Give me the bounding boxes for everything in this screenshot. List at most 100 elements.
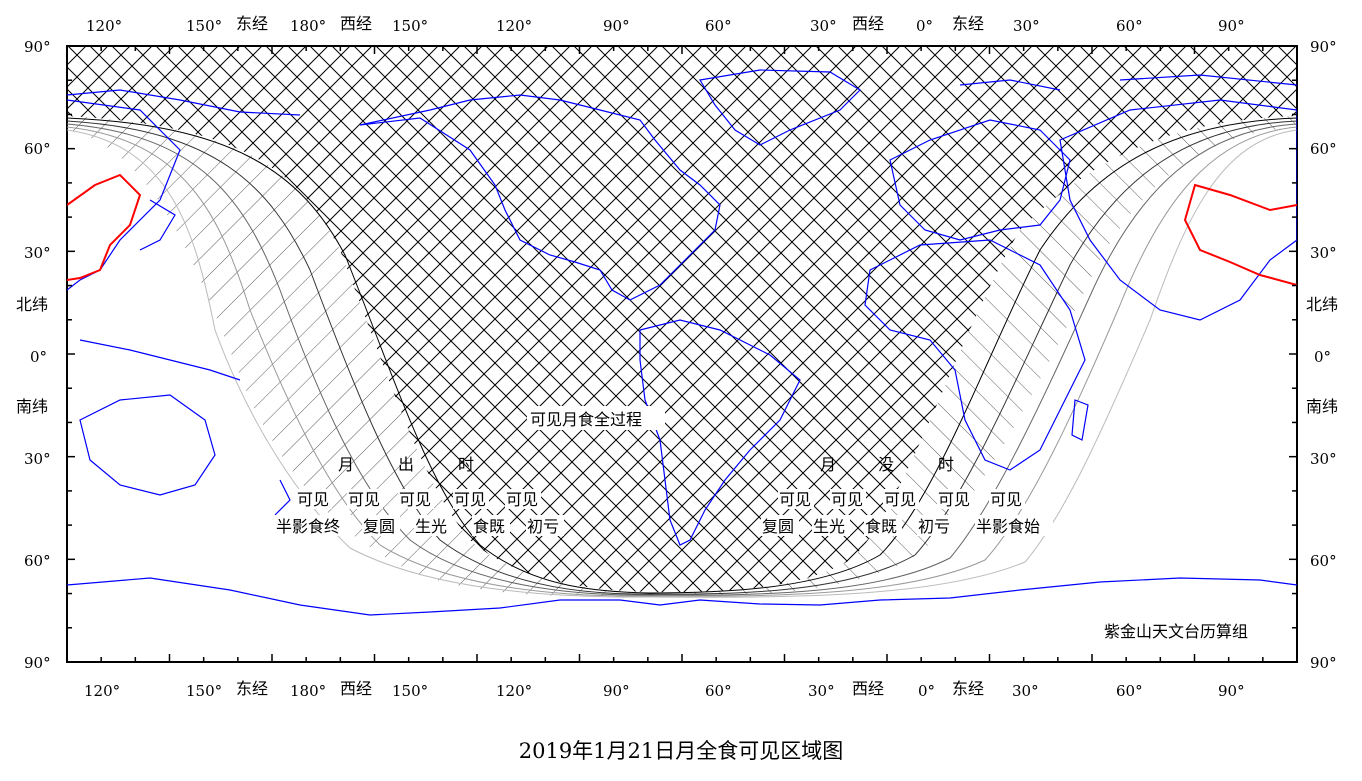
- moonrise-visible: 可见: [454, 490, 486, 509]
- moonrise-contact: 复圆: [363, 517, 395, 536]
- lat-label-right: 90°: [1310, 654, 1337, 672]
- new-zealand-coast: [274, 479, 291, 516]
- moonrise-contact: 半影食终: [276, 517, 340, 536]
- moonrise-visible: 可见: [399, 490, 431, 509]
- lat-label-right: 30°: [1310, 244, 1337, 262]
- moonset-visible: 可见: [990, 490, 1022, 509]
- total-visible-label: 可见月食全过程: [530, 410, 642, 429]
- bottom-lon-label: 150°: [392, 682, 428, 700]
- lat-label-right: 0°: [1314, 348, 1331, 366]
- moonrise-heading-char: 时: [458, 455, 474, 474]
- lat-label-right: 南纬: [1306, 397, 1338, 416]
- lat-label-right: 60°: [1310, 552, 1337, 570]
- top-lon-label: 西经: [340, 14, 372, 33]
- top-lon-label: 30°: [810, 17, 837, 35]
- antarctica-coast: [67, 577, 1297, 616]
- bottom-lon-label: 60°: [705, 682, 732, 700]
- madagascar-coast: [1071, 399, 1089, 441]
- lat-label-left: 60°: [24, 552, 51, 570]
- bottom-lon-label: 60°: [1116, 682, 1143, 700]
- top-lon-label: 120°: [86, 17, 122, 35]
- top-lon-label: 东经: [952, 14, 984, 33]
- moonset-contact: 半影食始: [976, 517, 1040, 536]
- moonset-contact-curves: [649, 117, 1297, 598]
- moonset-visible: 可见: [938, 490, 970, 509]
- top-lon-label: 90°: [1218, 17, 1245, 35]
- top-longitude-labels: 120° 150° 东经 180° 西经 150° 120° 90° 60° 3…: [86, 14, 1245, 35]
- top-lon-label: 90°: [603, 17, 630, 35]
- moonset-visible: 可见: [779, 490, 811, 509]
- bottom-lon-label: 西经: [852, 679, 884, 698]
- moonrise-heading-char: 出: [398, 455, 414, 474]
- lat-label-left: 90°: [24, 38, 51, 56]
- bottom-lon-label: 90°: [1218, 682, 1245, 700]
- page-title: 2019年1月21日月全食可见区域图: [518, 739, 844, 763]
- top-lon-label: 120°: [496, 17, 532, 35]
- north-america-coast: [359, 94, 721, 301]
- bottom-lon-label: 东经: [952, 679, 984, 698]
- bottom-lon-label: 西经: [340, 679, 372, 698]
- lat-label-right: 60°: [1310, 140, 1337, 158]
- lat-label-left: 南纬: [16, 397, 48, 416]
- moonset-heading-char: 月: [820, 455, 836, 474]
- bottom-lon-label: 120°: [84, 682, 120, 700]
- top-lon-label: 150°: [392, 17, 428, 35]
- moonrise-visible: 可见: [297, 490, 329, 509]
- lat-label-left: 90°: [24, 654, 51, 672]
- lat-label-left: 0°: [30, 348, 47, 366]
- lat-label-left: 60°: [24, 140, 51, 158]
- moonrise-contact: 初亏: [527, 517, 559, 536]
- bottom-lon-label: 90°: [603, 682, 630, 700]
- top-lon-label: 60°: [1116, 17, 1143, 35]
- moonset-contact: 食既: [865, 517, 897, 536]
- frame-ticks: [66, 45, 1298, 663]
- moonset-visible: 可见: [884, 490, 916, 509]
- lat-label-right: 90°: [1310, 38, 1337, 56]
- moonrise-contact: 食既: [473, 517, 505, 536]
- left-latitude-labels: 90° 60° 30° 北纬 0° 南纬 30° 60° 90°: [16, 38, 51, 672]
- moonset-contact: 生光: [813, 517, 845, 536]
- se-asia-islands: [79, 339, 241, 381]
- lat-label-left: 30°: [24, 244, 51, 262]
- moonset-heading-char: 没: [878, 455, 894, 474]
- moonrise-contact: 生光: [415, 517, 447, 536]
- moonrise-heading-char: 月: [338, 455, 354, 474]
- moonrise-visible: 可见: [506, 490, 538, 509]
- top-lon-label: 150°: [186, 17, 222, 35]
- top-lon-label: 西经: [852, 14, 884, 33]
- china-border: [67, 173, 1297, 286]
- bottom-lon-label: 180°: [290, 682, 326, 700]
- lat-label-left: 北纬: [16, 295, 48, 314]
- bottom-lon-label: 30°: [808, 682, 835, 700]
- lat-label-right: 北纬: [1306, 295, 1338, 314]
- top-lon-label: 0°: [916, 17, 933, 35]
- moonrise-annotation: 月 出 时 可见 可见 可见 可见 可见 半影食终 复圆 生光 食既 初亏: [275, 455, 564, 536]
- moonrise-contact-curves: [67, 117, 651, 598]
- africa-coast: [864, 239, 1086, 471]
- lat-label-left: 30°: [24, 450, 51, 468]
- east-asia-coast: [67, 99, 181, 291]
- bottom-lon-label: 150°: [186, 682, 222, 700]
- greenland-coast: [699, 69, 861, 146]
- bottom-lon-label: 30°: [1012, 682, 1039, 700]
- australia-coast: [79, 394, 216, 496]
- lat-label-right: 30°: [1310, 450, 1337, 468]
- right-latitude-labels: 90° 60° 30° 北纬 0° 南纬 30° 60° 90°: [1306, 38, 1338, 672]
- top-lon-label: 60°: [705, 17, 732, 35]
- bottom-longitude-labels: 120° 150° 东经 180° 西经 150° 120° 90° 60° 3…: [84, 679, 1245, 700]
- moonrise-visible: 可见: [348, 490, 380, 509]
- bottom-lon-label: 东经: [236, 679, 268, 698]
- top-lon-label: 180°: [290, 17, 326, 35]
- bottom-lon-label: 0°: [918, 682, 935, 700]
- moonset-contact: 复圆: [762, 517, 794, 536]
- top-lon-label: 东经: [236, 14, 268, 33]
- moonset-heading-char: 时: [938, 455, 954, 474]
- arctic-islands: [67, 74, 1297, 116]
- credit-label: 紫金山天文台历算组: [1104, 622, 1248, 641]
- top-lon-label: 30°: [1013, 17, 1040, 35]
- bottom-lon-label: 120°: [496, 682, 532, 700]
- moonset-visible: 可见: [831, 490, 863, 509]
- europe-coast: [889, 119, 1071, 241]
- moonset-annotation: 月 没 时 可见 可见 可见 可见 可见 复圆 生光 食既 初亏 半影食始: [761, 455, 1053, 536]
